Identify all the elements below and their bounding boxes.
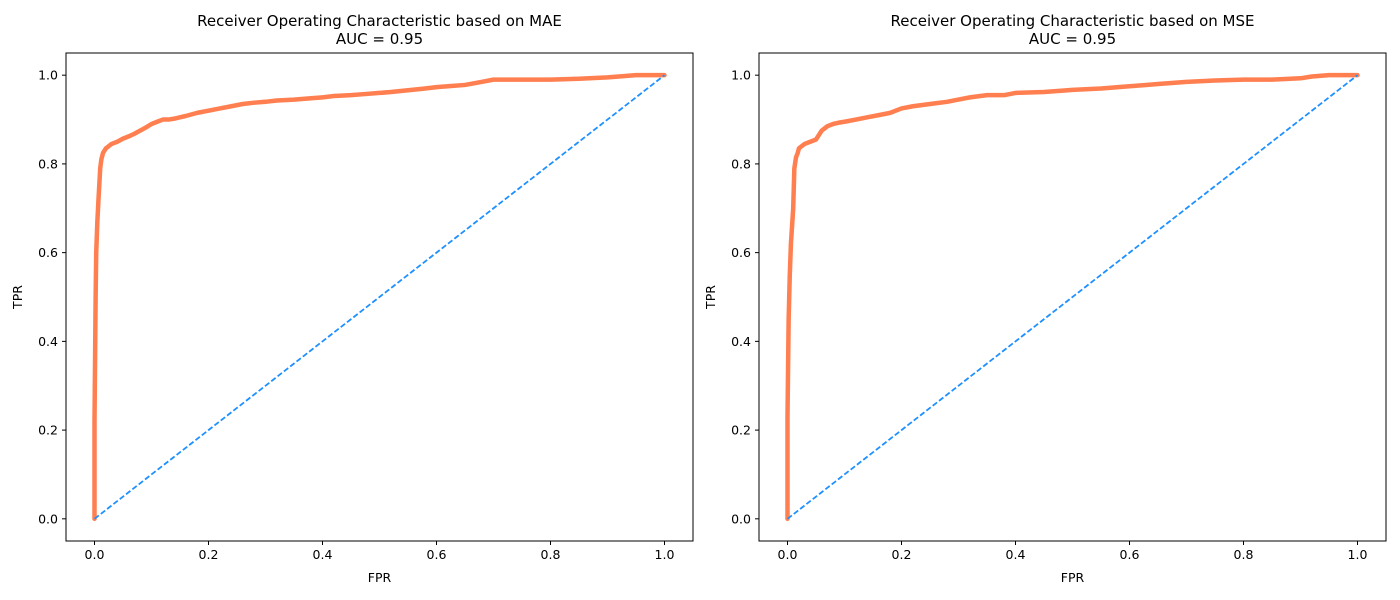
x-tick-label: 0.6 [1120,547,1140,562]
x-tick-label: 0.2 [892,547,912,562]
chart-subtitle: AUC = 0.95 [1029,30,1116,48]
chart-title: Receiver Operating Characteristic based … [197,12,562,30]
y-tick-label: 0.4 [731,334,751,349]
chance-diagonal-line [786,74,1359,520]
y-tick-label: 0.6 [38,245,58,260]
roc-curve-line [92,72,667,522]
x-tick-label: 0.0 [778,547,798,562]
x-tick-label: 1.0 [1348,547,1368,562]
plot-frame [758,52,1387,542]
x-axis-label: FPR [1061,570,1085,585]
chart-subtitle: AUC = 0.95 [336,30,423,48]
y-tick-label: 0.2 [38,423,58,438]
y-tick-label: 0.4 [38,334,58,349]
y-tick-label: 0.8 [731,156,751,171]
y-tick-label: 0.6 [731,245,751,260]
x-tick-label: 0.2 [199,547,219,562]
y-tick-label: 0.0 [731,511,751,526]
y-tick-label: 1.0 [731,68,751,83]
x-tick-label: 0.4 [1006,547,1026,562]
x-tick-label: 1.0 [655,547,675,562]
y-tick-label: 0.2 [731,423,751,438]
x-tick-label: 0.6 [427,547,447,562]
x-tick-label: 0.4 [313,547,333,562]
y-tick-label: 1.0 [38,68,58,83]
y-axis-label: TPR [10,285,25,310]
x-tick-label: 0.8 [1234,547,1254,562]
plot-frame [65,52,694,542]
chart-panel-2: Receiver Operating Characteristic based … [703,12,1387,585]
x-tick-label: 0.8 [541,547,561,562]
chart-title: Receiver Operating Characteristic based … [891,12,1255,30]
x-tick-label: 0.0 [85,547,105,562]
chance-diagonal-line [93,74,666,520]
y-tick-label: 0.0 [38,511,58,526]
x-axis-label: FPR [368,570,392,585]
y-axis-label: TPR [703,285,718,310]
chart-panel-1: Receiver Operating Characteristic based … [10,12,694,585]
y-tick-label: 0.8 [38,156,58,171]
roc-curve-line [785,72,1360,522]
